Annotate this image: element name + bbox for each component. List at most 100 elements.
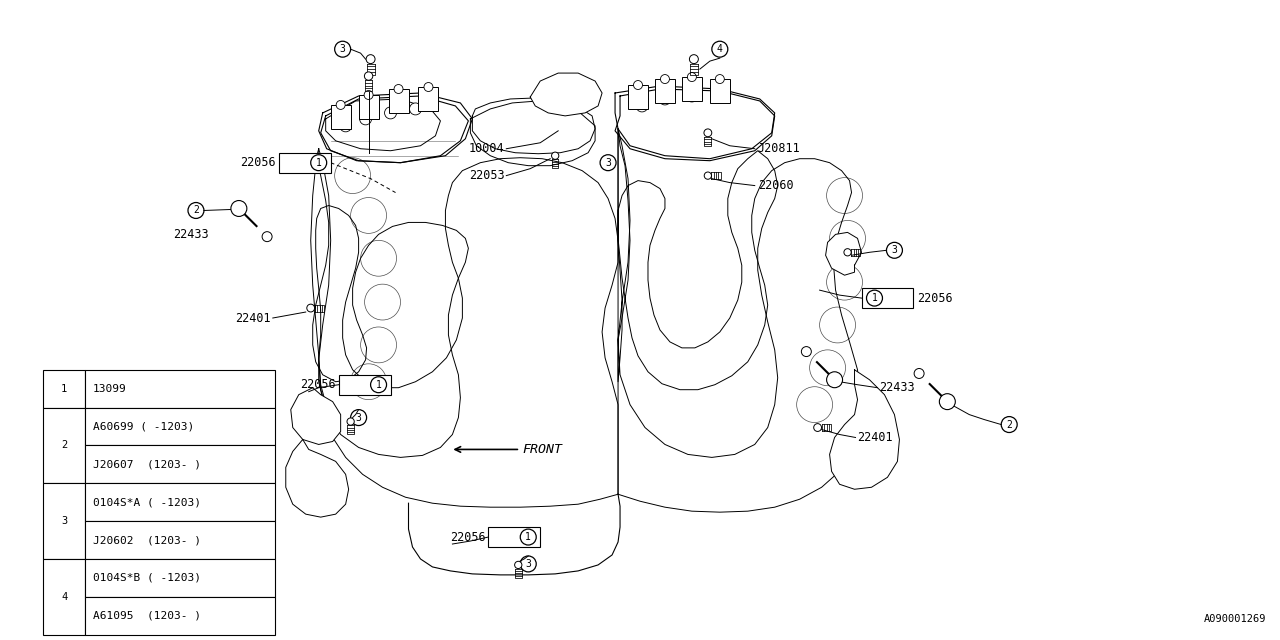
Text: 22401: 22401 [858,431,893,444]
Text: 22401: 22401 [236,312,271,324]
Bar [710,79,730,103]
Bar [489,527,540,547]
Text: 3: 3 [339,44,346,54]
Polygon shape [319,93,472,163]
Circle shape [914,369,924,378]
Circle shape [704,129,712,137]
Polygon shape [618,129,860,512]
Circle shape [704,172,712,179]
Text: 22056: 22056 [918,292,954,305]
Bar [86,521,275,559]
Text: 10004: 10004 [468,142,504,156]
Bar [861,288,914,308]
Circle shape [394,84,403,93]
Text: 3: 3 [61,516,68,526]
Polygon shape [312,148,468,458]
Polygon shape [616,86,774,159]
Text: 0104S*B ( -1203): 0104S*B ( -1203) [93,573,201,583]
Circle shape [940,394,955,410]
Bar [44,559,86,635]
Text: 22056: 22056 [300,378,335,391]
Text: 2: 2 [193,205,198,216]
Text: 2: 2 [1006,420,1012,429]
Text: 1: 1 [61,384,68,394]
Bar [628,85,648,109]
Polygon shape [291,388,340,444]
Polygon shape [321,96,468,163]
Text: 4: 4 [717,44,723,54]
Text: J20607  (1203- ): J20607 (1203- ) [93,460,201,469]
Circle shape [365,72,372,80]
Text: 1: 1 [375,380,381,390]
Polygon shape [470,101,595,166]
Bar [44,370,86,408]
Circle shape [827,372,842,388]
Text: 22433: 22433 [173,228,209,241]
Circle shape [366,54,375,63]
Polygon shape [285,440,348,517]
Bar [339,375,390,395]
Circle shape [364,90,372,99]
Circle shape [716,75,724,84]
Polygon shape [826,232,861,275]
Circle shape [337,100,346,109]
Text: J20811: J20811 [758,142,800,156]
Text: 1: 1 [316,157,321,168]
Circle shape [552,152,559,159]
Circle shape [262,232,273,242]
Bar [86,445,275,483]
Circle shape [307,304,315,312]
Bar [44,408,86,483]
Circle shape [360,113,371,125]
Text: 22053: 22053 [468,169,504,182]
Text: 1: 1 [872,293,877,303]
Bar [86,370,275,408]
Text: FRONT: FRONT [522,443,562,456]
Text: 2: 2 [61,440,68,451]
Text: 13099: 13099 [93,384,127,394]
Circle shape [634,81,643,90]
Text: 3: 3 [525,559,531,569]
Text: A60699 ( -1203): A60699 ( -1203) [93,422,195,431]
Circle shape [339,120,352,132]
Bar [389,89,408,113]
Text: 22056: 22056 [449,531,485,543]
Bar [86,596,275,635]
Text: 4: 4 [61,592,68,602]
Circle shape [636,100,648,112]
Circle shape [686,90,698,102]
Circle shape [659,93,671,105]
Text: 22433: 22433 [879,381,915,394]
Text: 22060: 22060 [758,179,794,192]
Bar [682,77,701,101]
Text: 3: 3 [891,245,897,255]
Polygon shape [530,73,602,116]
Text: A090001269: A090001269 [1204,614,1267,623]
Circle shape [660,75,669,84]
Bar [44,483,86,559]
Polygon shape [316,157,618,507]
Circle shape [687,72,696,81]
Circle shape [410,103,421,115]
Circle shape [814,424,822,431]
Circle shape [347,418,355,425]
Polygon shape [616,89,774,161]
Text: 1: 1 [525,532,531,542]
Bar [330,105,351,129]
Text: 0104S*A ( -1203): 0104S*A ( -1203) [93,497,201,508]
Bar [86,408,275,445]
Text: 22056: 22056 [241,156,275,169]
Text: 3: 3 [356,413,361,422]
Circle shape [384,107,397,119]
Text: 3: 3 [605,157,611,168]
Polygon shape [408,494,620,575]
Circle shape [801,347,812,356]
Text: J20602  (1203- ): J20602 (1203- ) [93,535,201,545]
Circle shape [690,54,699,63]
Bar [358,95,379,119]
Circle shape [844,249,851,256]
Bar [86,559,275,596]
Polygon shape [829,370,900,489]
Circle shape [424,83,433,92]
Bar [419,87,439,111]
